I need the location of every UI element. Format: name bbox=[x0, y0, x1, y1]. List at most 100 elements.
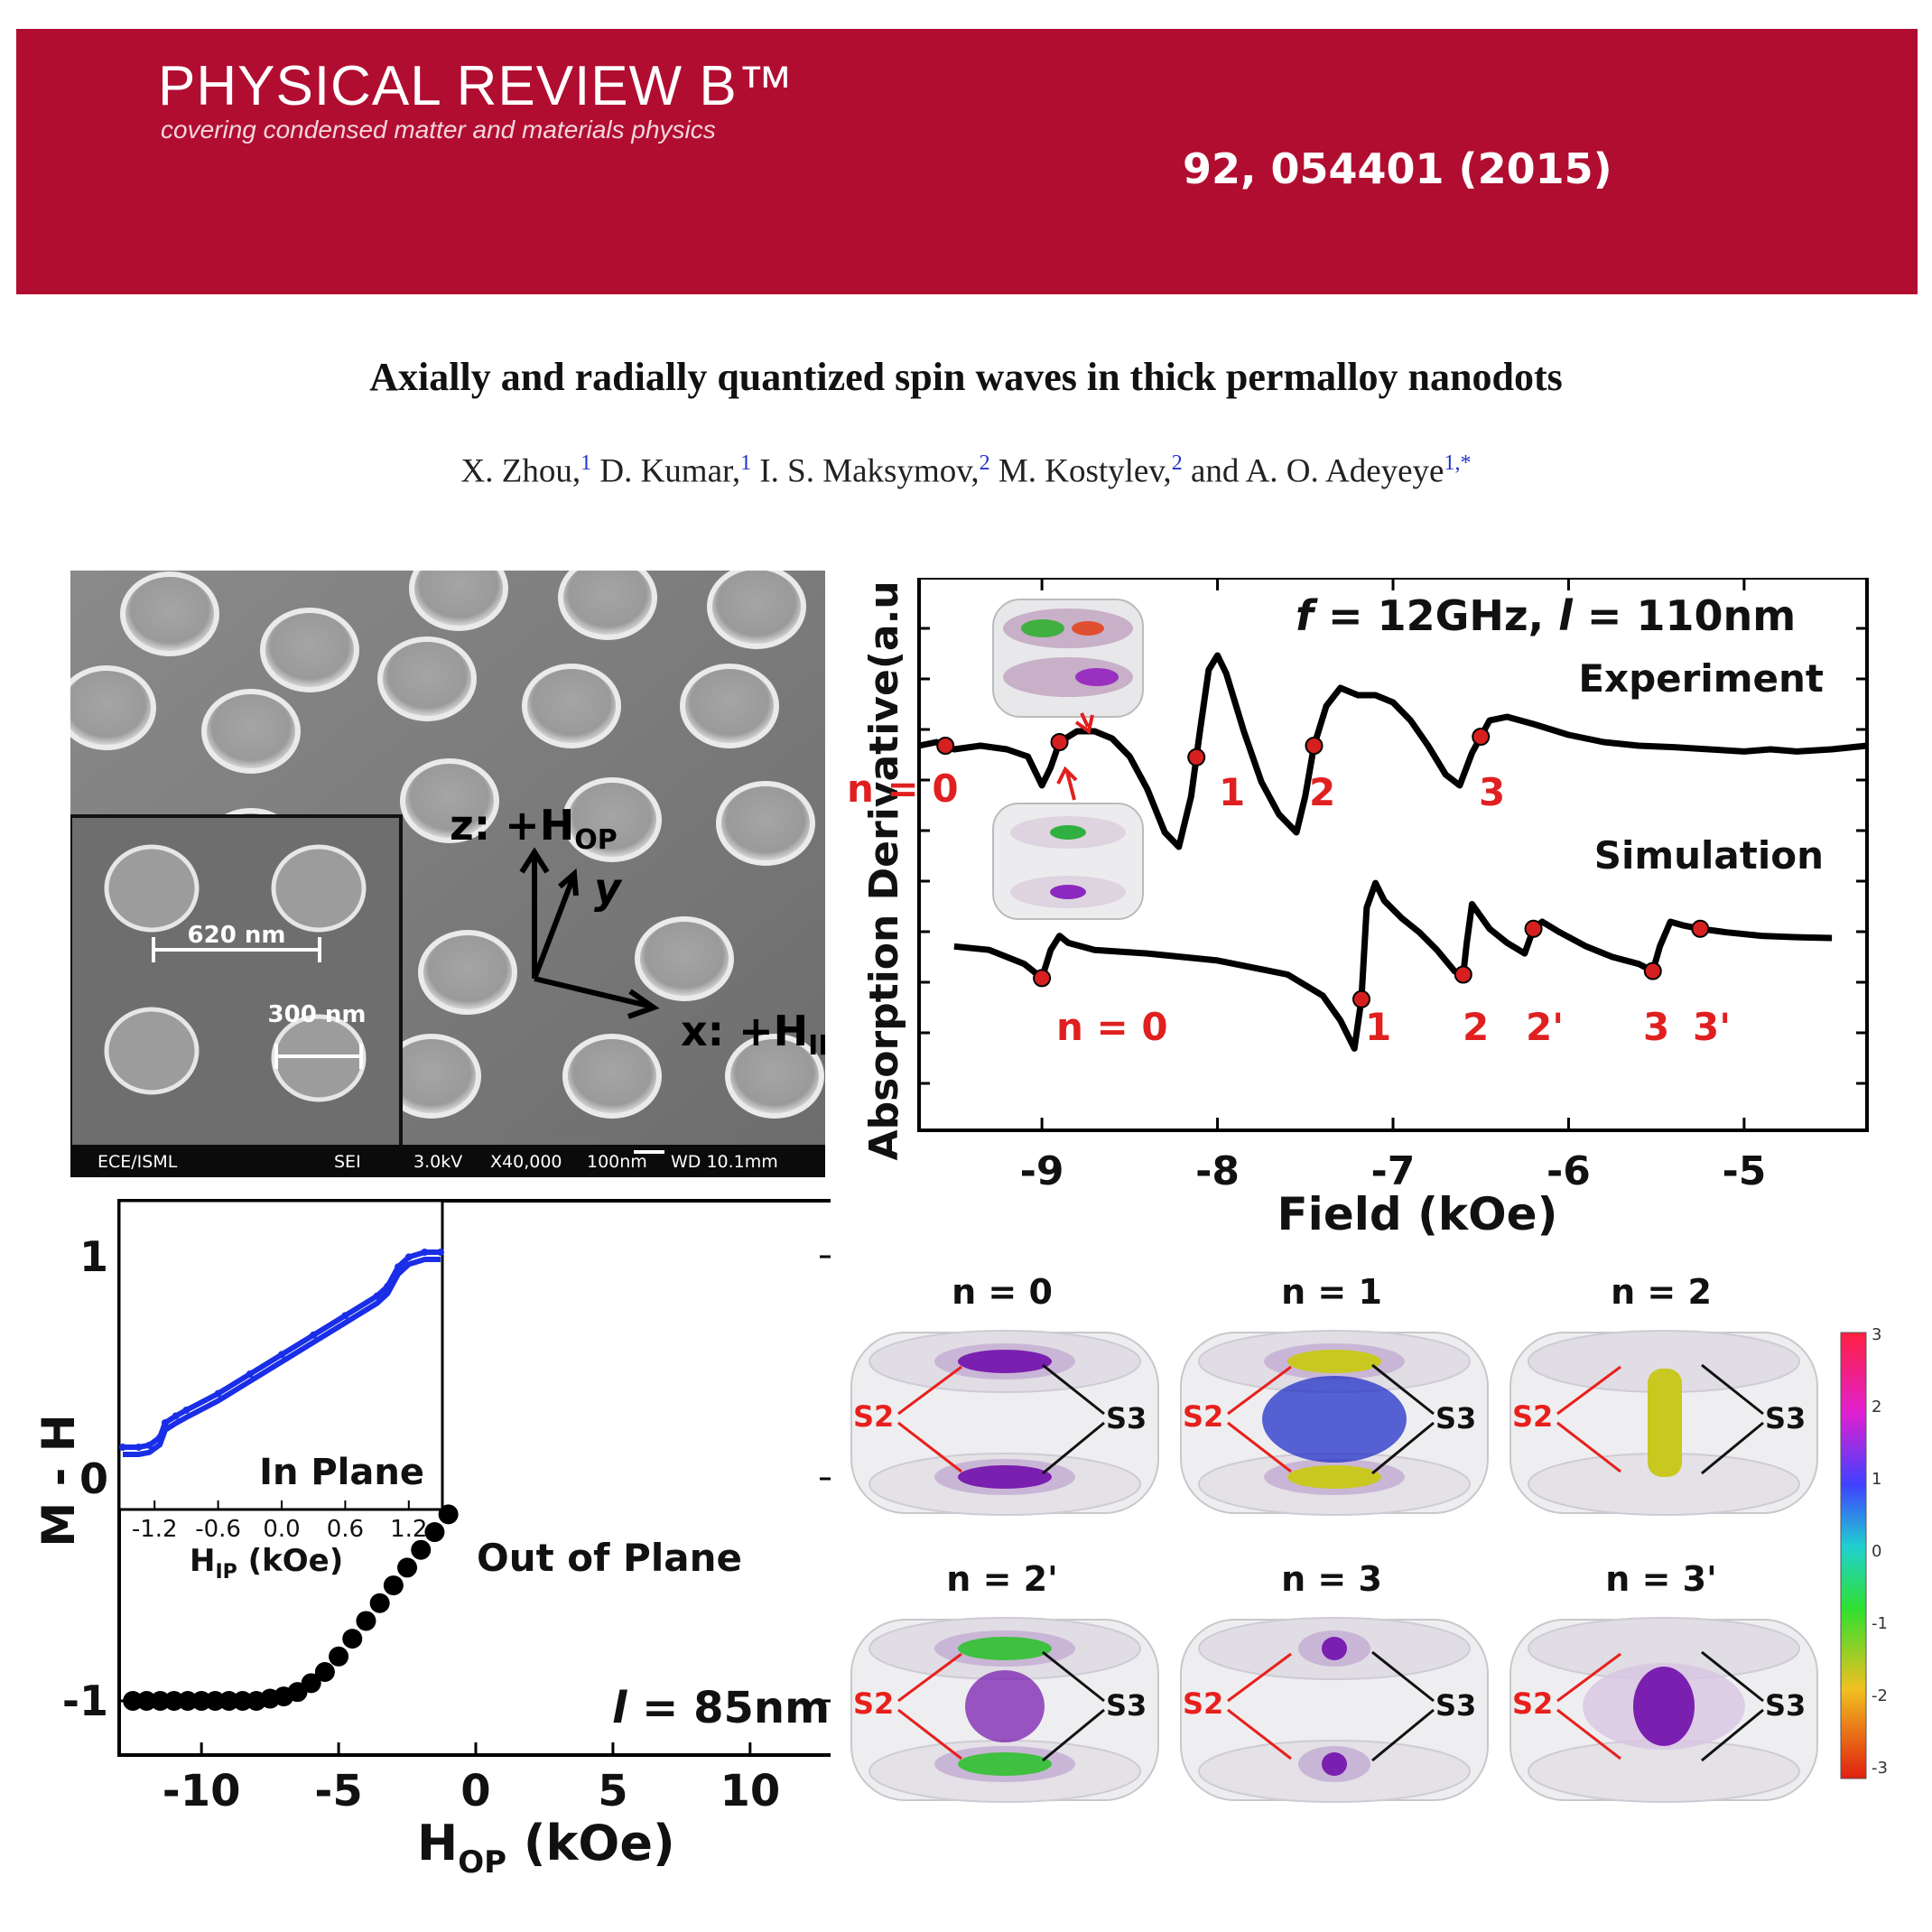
inset-point bbox=[246, 1370, 254, 1378]
author-list: X. Zhou,1 D. Kumar,1 I. S. Maksymov,2 M.… bbox=[0, 451, 1932, 490]
colorbar-tick-label: -2 bbox=[1872, 1686, 1888, 1705]
simulation-mode-label: n = 0 bbox=[1056, 1005, 1168, 1049]
s2-arrow bbox=[1556, 1421, 1621, 1473]
nanodot bbox=[201, 689, 301, 774]
x-tick-label: -9 bbox=[1020, 1148, 1064, 1194]
data-point bbox=[136, 1691, 157, 1711]
simulation-mode-label: 3' bbox=[1693, 1005, 1731, 1049]
sem-scale: 100nm bbox=[587, 1152, 647, 1172]
colorbar-tick-label: -1 bbox=[1872, 1614, 1888, 1633]
s2-label: S2 bbox=[853, 1399, 894, 1434]
affiliation-mark: 2 bbox=[1171, 451, 1183, 475]
x-tick-label: -8 bbox=[1195, 1148, 1240, 1194]
mh-xlabel: HOP (kOe) bbox=[417, 1815, 675, 1881]
s3-arrow bbox=[1701, 1650, 1764, 1703]
coordinate-axes bbox=[519, 847, 660, 1019]
x-tick-label: -10 bbox=[163, 1766, 241, 1816]
nanodot bbox=[562, 777, 662, 862]
s3-label: S3 bbox=[1435, 1688, 1476, 1723]
mode-marker bbox=[936, 737, 955, 755]
nanodot bbox=[707, 571, 806, 649]
data-point bbox=[342, 1629, 363, 1649]
nanodot bbox=[377, 636, 477, 721]
mode-cell: n = 2 S2 S3 bbox=[1509, 1272, 1818, 1516]
nanodot bbox=[680, 664, 779, 748]
thickness-label: l = 85nm bbox=[612, 1683, 830, 1733]
inset-point bbox=[145, 1441, 153, 1449]
mh-ylabel: M - H bbox=[33, 1414, 85, 1547]
simulation-mode-label: 1 bbox=[1365, 1005, 1391, 1049]
inset-point bbox=[172, 1412, 180, 1420]
colorbar-tick-label: 2 bbox=[1872, 1398, 1881, 1416]
x-tick-label: -7 bbox=[1371, 1148, 1416, 1194]
author: I. S. Maksymov, bbox=[759, 452, 980, 490]
inset-point bbox=[384, 1282, 392, 1290]
inset-point bbox=[404, 1253, 413, 1261]
mode-profiles: n = 0S2 S3n = 1S2 S3n = 2S2 S3n = 2'S2 S3n =… bbox=[850, 1272, 1888, 1803]
experiment-mode-label: 1 bbox=[1219, 770, 1245, 814]
mode-marker bbox=[1472, 728, 1491, 746]
inset-point bbox=[182, 1406, 190, 1414]
mode-title: n = 0 bbox=[952, 1272, 1053, 1312]
nanodot bbox=[70, 665, 156, 750]
nanodot bbox=[558, 571, 657, 640]
s3-label: S3 bbox=[1435, 1401, 1476, 1435]
data-point bbox=[218, 1691, 239, 1711]
inset-point bbox=[119, 1444, 126, 1451]
z-axis-label: z: +HOP bbox=[450, 801, 618, 856]
mode-marker bbox=[1691, 919, 1710, 938]
sem-footer: ECE/ISML SEI 3.0kV X40,000 100nm WD 10.1… bbox=[98, 1150, 778, 1172]
mode-title: n = 2 bbox=[1611, 1272, 1712, 1312]
spacing-label: 620 nm bbox=[188, 922, 286, 949]
s2-arrow bbox=[1556, 1708, 1621, 1760]
mode-title: n = 3 bbox=[1281, 1559, 1382, 1599]
nanodot bbox=[418, 930, 517, 1015]
s2-arrow bbox=[897, 1708, 962, 1760]
isosurface-core bbox=[1262, 1376, 1407, 1463]
colorbar-tick-label: -3 bbox=[1872, 1759, 1888, 1778]
paper-title: Axially and radially quantized spin wave… bbox=[369, 355, 1563, 399]
inset-point bbox=[278, 1351, 285, 1359]
sem-magnification: X40,000 bbox=[490, 1152, 562, 1172]
s3-arrow bbox=[1371, 1363, 1435, 1416]
mode-marker bbox=[1187, 748, 1206, 766]
nanodot bbox=[725, 1034, 824, 1119]
simulation-label: Simulation bbox=[1594, 833, 1824, 878]
sem-wd: WD 10.1mm bbox=[671, 1152, 778, 1172]
inset-point bbox=[395, 1263, 403, 1271]
data-point bbox=[356, 1611, 376, 1631]
author: M. Kostylev, bbox=[998, 452, 1172, 490]
mode-title: n = 2' bbox=[946, 1559, 1057, 1599]
mode-marker bbox=[1033, 969, 1052, 988]
data-point bbox=[163, 1691, 184, 1711]
spacing-arrow bbox=[152, 937, 321, 962]
x-tick-label: -6 bbox=[1547, 1148, 1591, 1194]
data-point bbox=[329, 1646, 349, 1667]
s2-label: S2 bbox=[1183, 1399, 1223, 1434]
data-point bbox=[232, 1691, 253, 1711]
isosurface-bottom bbox=[1322, 1752, 1347, 1776]
mode-marker bbox=[1643, 961, 1662, 980]
s3-arrow bbox=[1371, 1650, 1435, 1703]
s3-label: S3 bbox=[1765, 1401, 1806, 1435]
isosurface-core bbox=[965, 1670, 1045, 1742]
y-tick-label: 1 bbox=[79, 1232, 108, 1281]
author: X. Zhou, bbox=[460, 452, 581, 490]
x-tick-label: 0 bbox=[460, 1766, 490, 1816]
s2-label: S2 bbox=[853, 1686, 894, 1721]
mode-marker bbox=[1352, 989, 1370, 1008]
inset-x-tick-label: -0.6 bbox=[195, 1516, 241, 1543]
affiliation-mark: 1 bbox=[581, 451, 592, 475]
nanodot bbox=[409, 571, 508, 631]
s3-label: S3 bbox=[1106, 1688, 1147, 1723]
data-point bbox=[314, 1662, 335, 1683]
data-point bbox=[177, 1691, 198, 1711]
nanodot bbox=[716, 781, 815, 866]
data-point bbox=[369, 1593, 390, 1613]
nanodot bbox=[260, 608, 359, 692]
inset-xlabel: HIP (kOe) bbox=[190, 1543, 343, 1584]
data-point bbox=[301, 1673, 321, 1694]
y-tick-label: -1 bbox=[62, 1677, 108, 1725]
mode-marker bbox=[1524, 919, 1543, 938]
